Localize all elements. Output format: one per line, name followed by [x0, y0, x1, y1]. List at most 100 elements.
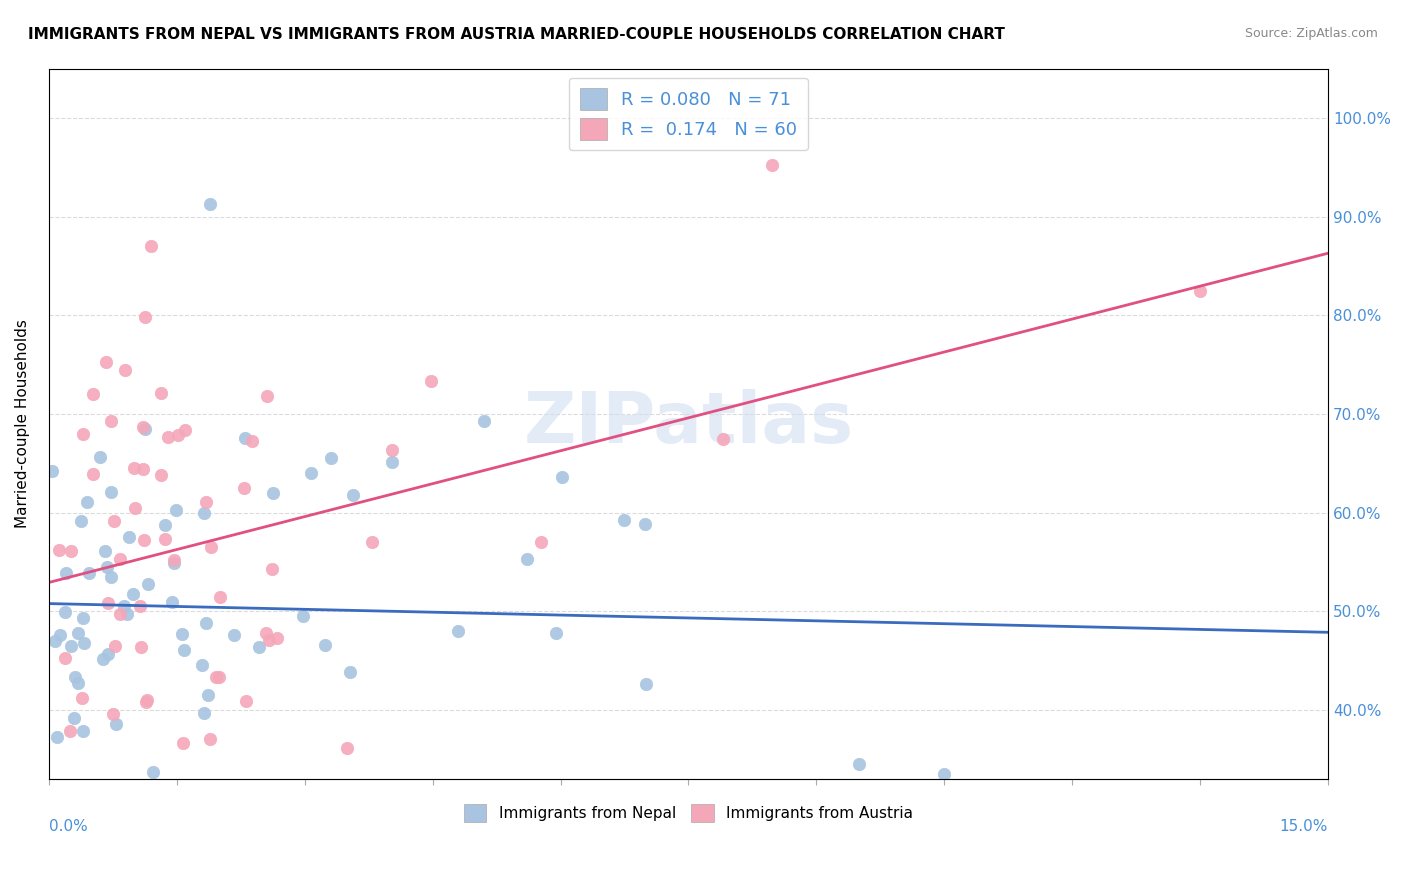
Point — [167, 427, 190, 442]
Point — [97, 648, 120, 662]
Point — [235, 431, 257, 445]
Point — [472, 414, 495, 428]
Point — [208, 670, 231, 684]
Point — [160, 594, 183, 608]
Point — [129, 599, 152, 613]
Point — [235, 694, 257, 708]
Point — [124, 500, 146, 515]
Point — [544, 626, 567, 640]
Point — [121, 587, 143, 601]
Point — [97, 596, 120, 610]
Point — [633, 517, 655, 532]
Text: 15.0%: 15.0% — [1279, 819, 1329, 834]
Point — [82, 467, 104, 482]
Point — [191, 658, 214, 673]
Point — [118, 531, 141, 545]
Point — [193, 506, 215, 520]
Point — [96, 355, 118, 369]
Point — [96, 560, 118, 574]
Point — [59, 544, 82, 558]
Point — [247, 640, 270, 655]
Point — [1189, 284, 1212, 298]
Point — [44, 633, 66, 648]
Point — [66, 626, 89, 640]
Point — [197, 688, 219, 702]
Point — [94, 544, 117, 558]
Point — [75, 799, 97, 814]
Point — [447, 624, 470, 639]
Point — [292, 609, 315, 624]
Point — [66, 675, 89, 690]
Point — [132, 420, 155, 434]
Point — [266, 632, 288, 646]
Point — [195, 495, 218, 509]
Point — [314, 638, 336, 652]
Point — [115, 607, 138, 621]
Point — [59, 724, 82, 739]
Point — [132, 533, 155, 547]
Point — [613, 513, 636, 527]
Point — [198, 731, 221, 746]
Point — [222, 628, 245, 642]
Point — [122, 461, 145, 475]
Point — [319, 451, 342, 466]
Point — [339, 665, 361, 679]
Point — [419, 375, 441, 389]
Point — [110, 552, 132, 566]
Point — [360, 535, 382, 549]
Point — [342, 488, 364, 502]
Point — [91, 651, 114, 665]
Point — [49, 628, 72, 642]
Point — [114, 363, 136, 377]
Point — [79, 566, 101, 581]
Point — [72, 724, 94, 739]
Point — [72, 427, 94, 442]
Point — [101, 802, 124, 816]
Point — [59, 639, 82, 653]
Point — [172, 735, 194, 749]
Point — [256, 389, 278, 403]
Point — [193, 706, 215, 721]
Point — [48, 543, 70, 558]
Legend: Immigrants from Nepal, Immigrants from Austria: Immigrants from Nepal, Immigrants from A… — [457, 797, 920, 829]
Point — [163, 552, 186, 566]
Point — [209, 590, 232, 604]
Point — [110, 607, 132, 622]
Point — [63, 711, 86, 725]
Point — [530, 534, 553, 549]
Point — [173, 643, 195, 657]
Point — [45, 730, 67, 744]
Point — [72, 636, 94, 650]
Point — [69, 514, 91, 528]
Point — [165, 502, 187, 516]
Point — [45, 780, 67, 794]
Point — [101, 706, 124, 721]
Point — [260, 562, 283, 576]
Text: 0.0%: 0.0% — [49, 819, 87, 834]
Point — [112, 599, 135, 613]
Point — [48, 781, 70, 796]
Point — [240, 434, 263, 449]
Point — [381, 442, 404, 457]
Point — [89, 450, 111, 465]
Point — [149, 386, 172, 401]
Point — [63, 670, 86, 684]
Point — [422, 802, 444, 816]
Point — [76, 495, 98, 509]
Point — [53, 651, 76, 665]
Point — [136, 693, 159, 707]
Point — [136, 577, 159, 591]
Point — [254, 626, 277, 640]
Point — [200, 541, 222, 555]
Point — [551, 470, 574, 484]
Point — [72, 610, 94, 624]
Text: Source: ZipAtlas.com: Source: ZipAtlas.com — [1244, 27, 1378, 40]
Point — [103, 514, 125, 528]
Point — [70, 691, 93, 706]
Point — [257, 633, 280, 648]
Point — [516, 552, 538, 566]
Y-axis label: Married-couple Households: Married-couple Households — [15, 319, 30, 528]
Point — [131, 461, 153, 475]
Point — [711, 432, 734, 446]
Point — [100, 570, 122, 584]
